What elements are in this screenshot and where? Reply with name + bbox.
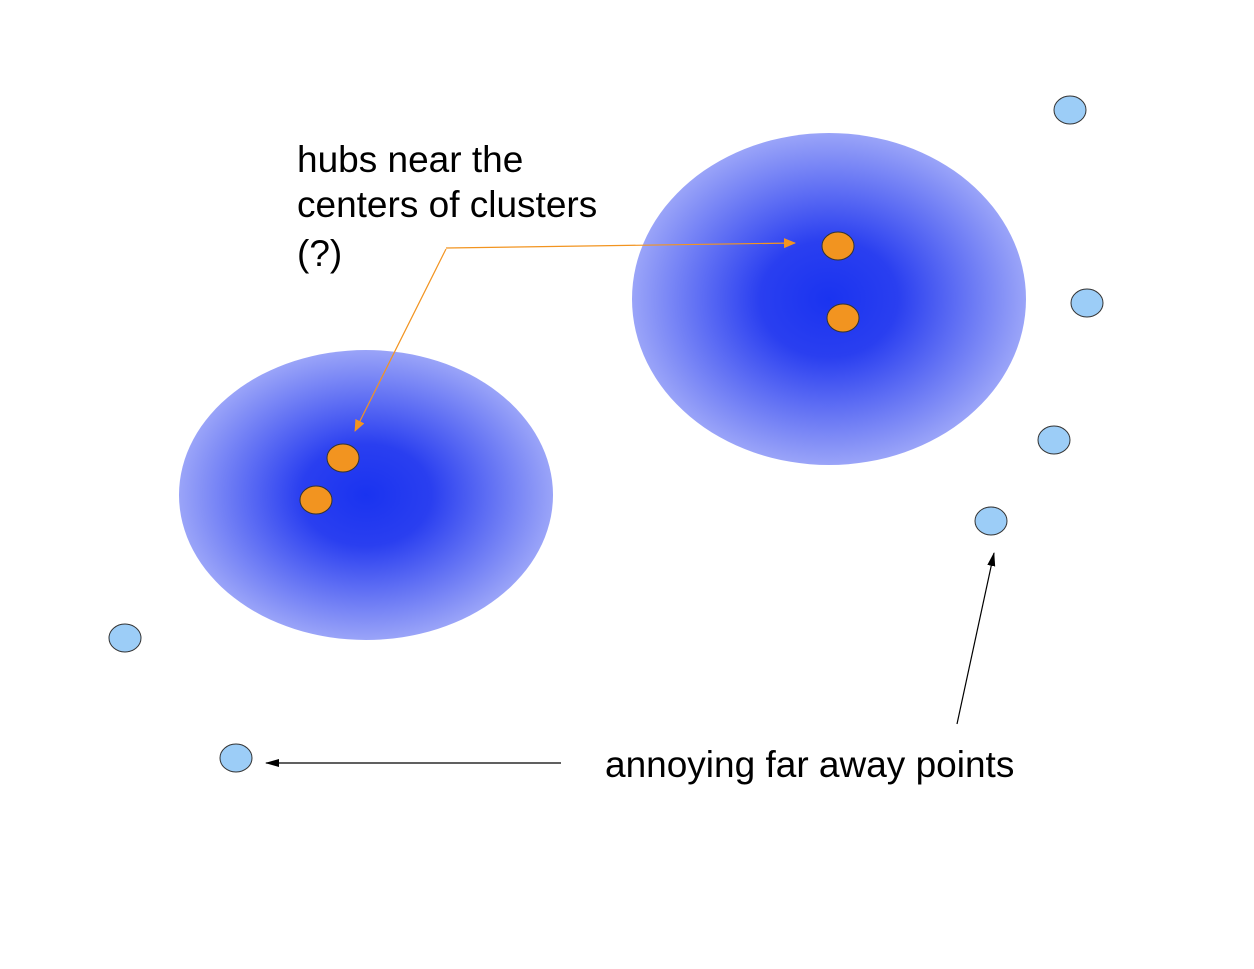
outlier-point xyxy=(1037,425,1071,455)
outlier-arrow-up xyxy=(956,552,996,725)
outlier-point xyxy=(1070,288,1104,318)
hubs-label-line: centers of clusters xyxy=(297,184,597,225)
hub-point xyxy=(826,303,860,333)
hub-point xyxy=(299,485,333,515)
hubs-label: hubs near the centers of clusters (?) xyxy=(297,139,608,274)
outlier-point xyxy=(974,506,1008,536)
hub-arrow-left xyxy=(354,248,447,432)
cluster-left xyxy=(179,350,553,640)
outlier-point xyxy=(219,743,253,773)
cluster-right xyxy=(632,133,1026,465)
outlier-point xyxy=(108,623,142,653)
hub-arrow-right xyxy=(445,238,796,249)
hub-point xyxy=(326,443,360,473)
outliers-label: annoying far away points xyxy=(605,744,1014,785)
outlier-point xyxy=(1053,95,1087,125)
hubs-label-line: (?) xyxy=(297,233,342,274)
hub-point xyxy=(821,231,855,261)
hubs-label-line: hubs near the xyxy=(297,139,523,180)
